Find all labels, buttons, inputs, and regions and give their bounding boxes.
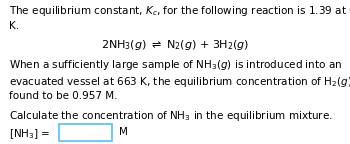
FancyBboxPatch shape	[60, 124, 112, 141]
Text: Calculate the concentration of NH$_3$ in the equilibrium mixture.: Calculate the concentration of NH$_3$ in…	[9, 109, 332, 123]
Text: The equilibrium constant, $\mathit{K}_c$, for the following reaction is 1.39 at : The equilibrium constant, $\mathit{K}_c$…	[9, 4, 350, 18]
Text: 2NH$_3$($g$) $\rightleftharpoons$ N$_2$($g$) + 3H$_2$($g$): 2NH$_3$($g$) $\rightleftharpoons$ N$_2$(…	[101, 38, 249, 52]
Text: K.: K.	[9, 21, 19, 31]
Text: When a sufficiently large sample of NH$_3$($g$) is introduced into an: When a sufficiently large sample of NH$_…	[9, 58, 342, 72]
Text: M: M	[119, 127, 128, 137]
Text: [NH$_3$] =: [NH$_3$] =	[9, 127, 50, 141]
Text: evacuated vessel at 663 K, the equilibrium concentration of H$_2$($g$) is: evacuated vessel at 663 K, the equilibri…	[9, 75, 350, 89]
Text: found to be 0.957 M.: found to be 0.957 M.	[9, 91, 117, 101]
